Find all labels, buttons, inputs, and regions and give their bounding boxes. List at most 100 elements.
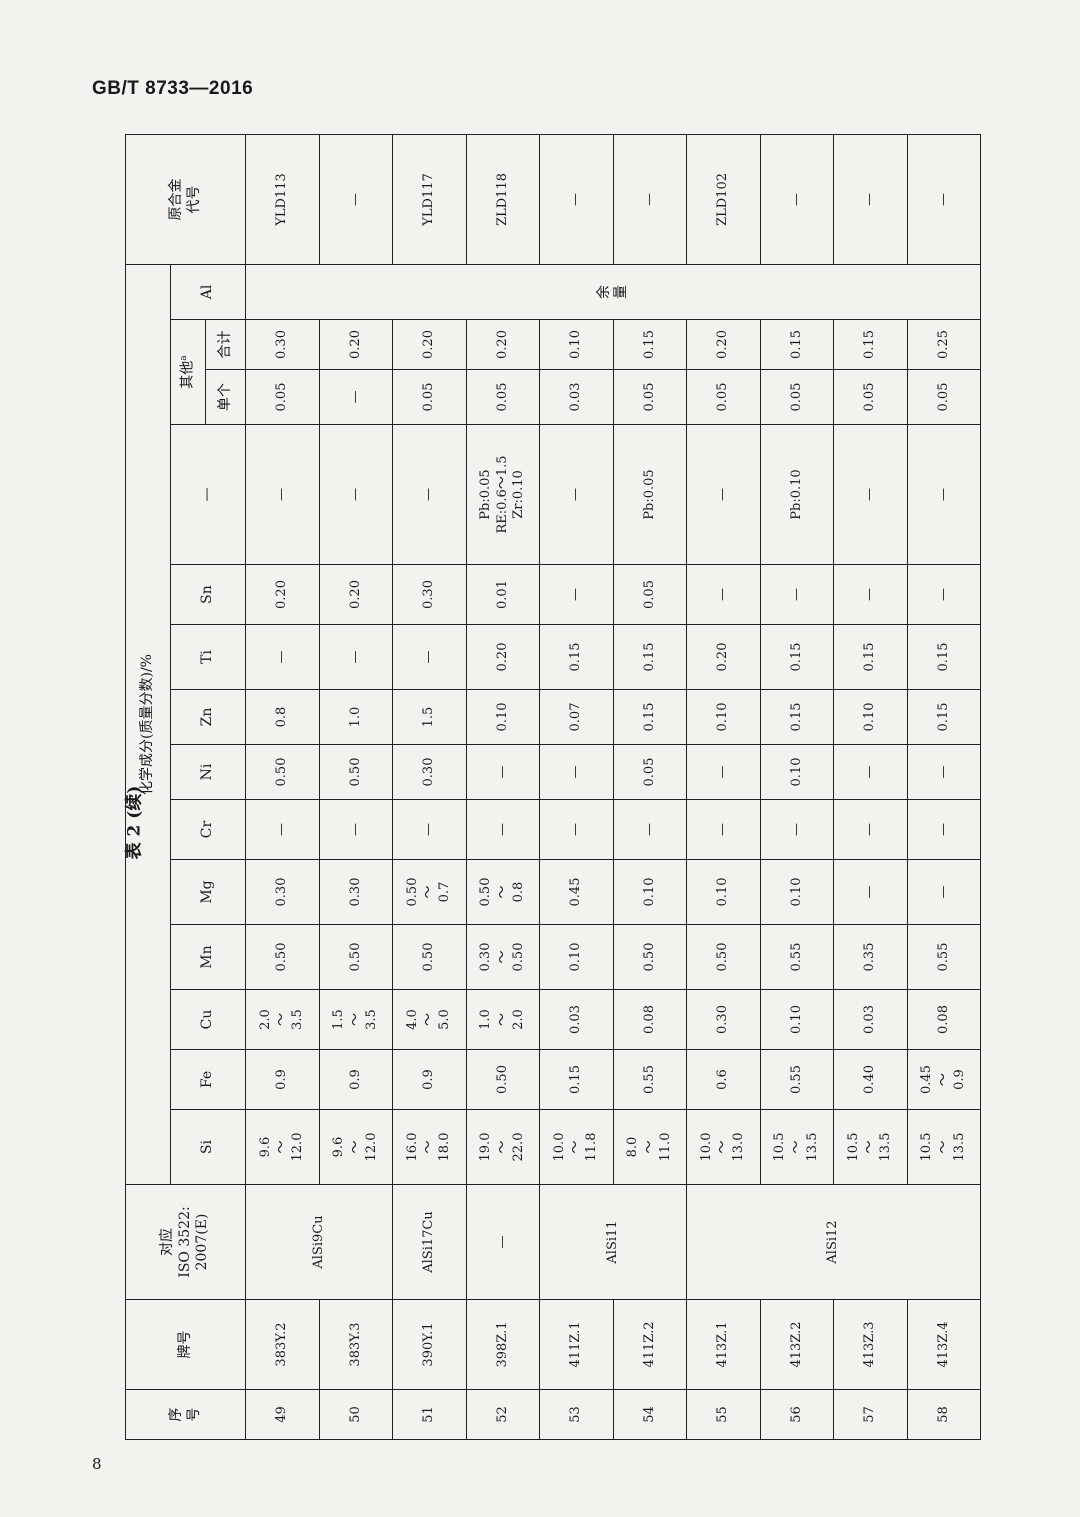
old-code-cell: — [539, 134, 613, 265]
ti-cell: 0.15 [907, 624, 981, 690]
old-code-cell: — [613, 134, 687, 265]
header-element-mn: Mn [170, 924, 246, 990]
table-row: 55 413Z.1 AlSi12 10.0 ～ 13.0 0.6 0.30 0.50 0.10… [686, 134, 981, 1440]
header-element-si: Si [170, 1109, 246, 1185]
seq-cell: 56 [760, 1389, 834, 1440]
grade-cell: 411Z.1 [539, 1299, 613, 1390]
mn-cell: 0.55 [907, 924, 981, 990]
mg-cell: 0.30 [319, 859, 393, 925]
sn-cell: 0.20 [245, 564, 319, 625]
fe-cell: 0.9 [319, 1049, 393, 1110]
cu-cell: 0.08 [613, 989, 687, 1050]
sn-cell: 0.01 [466, 564, 540, 625]
fe-cell: 0.55 [760, 1049, 834, 1110]
seq-cell: 53 [539, 1389, 613, 1440]
iso-cell: AlSi12 [686, 1184, 981, 1300]
seq-cell: 49 [245, 1389, 319, 1440]
fe-cell: 0.9 [245, 1049, 319, 1110]
mn-cell: 0.35 [833, 924, 907, 990]
cr-cell: — [539, 799, 613, 860]
zn-cell: 0.15 [907, 689, 981, 745]
mn-cell: 0.50 [686, 924, 760, 990]
grade-cell: 413Z.1 [686, 1299, 760, 1390]
cr-cell: — [833, 799, 907, 860]
cu-cell: 1.0 ～ 2.0 [466, 989, 540, 1050]
si-cell: 10.5 ～ 13.5 [907, 1109, 981, 1185]
ti-cell: 0.20 [686, 624, 760, 690]
other-elements-cell: — [319, 424, 393, 565]
others-total-cell: 0.15 [760, 319, 834, 370]
others-single-cell: 0.05 [686, 369, 760, 425]
grade-cell: 383Y.2 [245, 1299, 319, 1390]
cu-cell: 0.03 [833, 989, 907, 1050]
grade-cell: 383Y.3 [319, 1299, 393, 1390]
mn-cell: 0.10 [539, 924, 613, 990]
others-single-cell: — [319, 369, 393, 425]
zn-cell: 1.5 [392, 689, 466, 745]
mg-cell: 0.50 ～ 0.8 [466, 859, 540, 925]
cu-cell: 0.30 [686, 989, 760, 1050]
grade-cell: 413Z.3 [833, 1299, 907, 1390]
iso-cell: AlSi17Cu [392, 1184, 466, 1300]
si-cell: 10.5 ～ 13.5 [760, 1109, 834, 1185]
header-element-fe: Fe [170, 1049, 246, 1110]
standard-number: GB/T 8733—2016 [92, 78, 254, 99]
header-element-cu: Cu [170, 989, 246, 1050]
header-element-ni: Ni [170, 744, 246, 800]
sn-cell: — [760, 564, 834, 625]
cu-cell: 0.08 [907, 989, 981, 1050]
mn-cell: 0.50 [245, 924, 319, 990]
ni-cell: 0.50 [245, 744, 319, 800]
zn-cell: 0.15 [760, 689, 834, 745]
ni-cell: 0.50 [319, 744, 393, 800]
other-elements-cell: Pb:0.05 RE:0.6～1.5 Zr:0.10 [466, 424, 540, 565]
seq-cell: 51 [392, 1389, 466, 1440]
header-element-zn: Zn [170, 689, 246, 745]
table-row: 52 398Z.1—19.0 ～ 22.0 0.50 1.0 ～ 2.0 0.30 ～ … [466, 134, 540, 1440]
cu-cell: 0.03 [539, 989, 613, 1050]
header-total: 合计 [205, 319, 246, 370]
zn-cell: 0.10 [833, 689, 907, 745]
fe-cell: 0.55 [613, 1049, 687, 1110]
header-element-ti: Ti [170, 624, 246, 690]
zn-cell: 1.0 [319, 689, 393, 745]
mg-cell: 0.45 [539, 859, 613, 925]
cr-cell: — [760, 799, 834, 860]
mn-cell: 0.50 [613, 924, 687, 990]
others-single-cell: 0.05 [466, 369, 540, 425]
si-cell: 16.0 ～ 18.0 [392, 1109, 466, 1185]
old-code-cell: — [760, 134, 834, 265]
table-row: 51 390Y.1 AlSi17Cu 16.0 ～ 18.0 0.9 4.0 ～ 5.0 0… [392, 134, 466, 1440]
mn-cell: 0.50 [319, 924, 393, 990]
ti-cell: 0.15 [833, 624, 907, 690]
si-cell: 10.0 ～ 11.8 [539, 1109, 613, 1185]
sn-cell: — [907, 564, 981, 625]
old-code-cell: — [907, 134, 981, 265]
old-code-cell: — [833, 134, 907, 265]
others-single-cell: 0.05 [392, 369, 466, 425]
mg-cell: 0.10 [686, 859, 760, 925]
others-single-cell: 0.05 [833, 369, 907, 425]
others-total-cell: 0.20 [466, 319, 540, 370]
cu-cell: 1.5 ～ 3.5 [319, 989, 393, 1050]
header-other-elements: — [170, 424, 246, 565]
si-cell: 19.0 ～ 22.0 [466, 1109, 540, 1185]
other-elements-cell: — [907, 424, 981, 565]
mn-cell: 0.50 [392, 924, 466, 990]
others-total-cell: 0.20 [319, 319, 393, 370]
si-cell: 10.5 ～ 13.5 [833, 1109, 907, 1185]
cu-cell: 0.10 [760, 989, 834, 1050]
ti-cell: — [245, 624, 319, 690]
others-total-cell: 0.25 [907, 319, 981, 370]
cr-cell: — [613, 799, 687, 860]
mg-cell: — [907, 859, 981, 925]
page-number: 8 [92, 1455, 102, 1473]
other-elements-cell: Pb:0.10 [760, 424, 834, 565]
ti-cell: 0.15 [539, 624, 613, 690]
si-cell: 8.0 ～ 11.0 [613, 1109, 687, 1185]
al-balance-cell: 余 量 [245, 264, 981, 320]
iso-cell: — [466, 1184, 540, 1300]
table-row: 53 411Z.1 AlSi11 10.0 ～ 11.8 0.15 0.03 0.10 0.4… [539, 134, 687, 1440]
header-others: 其他a [170, 319, 206, 425]
ni-cell: — [686, 744, 760, 800]
